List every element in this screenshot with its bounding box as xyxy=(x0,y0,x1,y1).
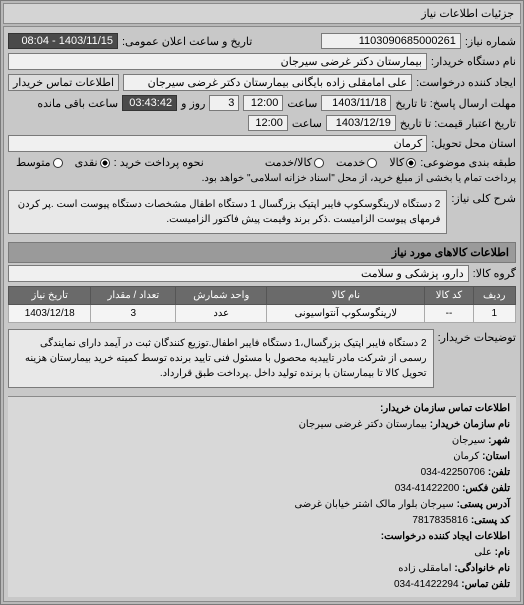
td-1: -- xyxy=(425,305,473,323)
c-cphone-label: تلفن تماس: xyxy=(461,579,510,590)
creator-section-title: اطلاعات ایجاد کننده درخواست: xyxy=(381,531,510,542)
contact-block: اطلاعات تماس سازمان خریدار: نام سازمان خ… xyxy=(8,396,516,597)
c-addr-label: آدرس پستی: xyxy=(457,499,510,510)
pub-date-field: 1403/11/15 - 08:04 xyxy=(8,33,118,49)
buyer-label: نام دستگاه خریدار: xyxy=(431,55,516,68)
header-bar: جزئیات اطلاعات نیاز xyxy=(3,3,521,24)
main-panel: شماره نیاز: 1103090685000261 تاریخ و ساع… xyxy=(3,26,521,602)
c-city-label: شهر: xyxy=(488,435,510,446)
creator-field: علی امامقلی زاده بایگانی بیمارستان دکتر … xyxy=(123,74,412,91)
notes-label: توضیحات خریدار: xyxy=(438,327,516,344)
goods-group-field: دارو، پزشکی و سلامت xyxy=(8,265,469,282)
contact-info-button[interactable]: اطلاعات تماس خریدار xyxy=(8,74,119,91)
th-3: واحد شمارش xyxy=(176,287,267,305)
c-fax: 41422200-034 xyxy=(395,483,460,494)
pay-note: پرداخت تمام یا بخشی از مبلغ خرید، از محل… xyxy=(202,173,516,184)
c-phone: 42250706-034 xyxy=(421,467,486,478)
remaining-time-field: 03:43:42 xyxy=(122,95,177,111)
c-name: علی xyxy=(474,547,492,558)
notes-box: 2 دستگاه فایبر اپتیک بزرگسال،1 دستگاه فا… xyxy=(8,329,434,388)
desc-box: 2 دستگاه لارینگوسکوپ فایبر اپتیک بزرگسال… xyxy=(8,190,447,234)
days-label: روز و xyxy=(181,97,205,110)
c-addr: سیرجان بلوار مالک اشتر خیابان غرضی xyxy=(294,499,453,510)
table-header-row: ردیف کد کالا نام کالا واحد شمارش تعداد /… xyxy=(9,287,516,305)
req-no-label: شماره نیاز: xyxy=(465,35,516,48)
creator-label: ایجاد کننده درخواست: xyxy=(416,76,516,89)
td-4: 3 xyxy=(91,305,176,323)
th-0: ردیف xyxy=(473,287,515,305)
deadline-time-field: 12:00 xyxy=(243,95,283,111)
deadline-send-label: مهلت ارسال پاسخ: تا تاریخ xyxy=(395,97,516,110)
delivery-place-label: استان محل تحویل: xyxy=(431,137,516,150)
pay-radio-cash[interactable]: نقدی xyxy=(75,156,110,169)
c-family: امامقلی زاده xyxy=(398,563,451,574)
group-label: طبقه بندی موضوعی: xyxy=(420,156,516,169)
group-radio-kala[interactable]: کالا xyxy=(389,156,416,169)
th-4: تعداد / مقدار xyxy=(91,287,176,305)
contact-section-title: اطلاعات تماس سازمان خریدار: xyxy=(380,403,510,414)
td-5: 1403/12/18 xyxy=(9,305,91,323)
c-zip-label: کد پستی: xyxy=(471,515,510,526)
th-1: کد کالا xyxy=(425,287,473,305)
table-row: 1 -- لارینگوسکوپ آنتواسیونی عدد 3 1403/1… xyxy=(9,305,516,323)
validity-label: تاریخ اعتبار قیمت: تا تاریخ xyxy=(400,117,516,130)
validity-time-field: 12:00 xyxy=(248,115,288,131)
c-org-label: نام سازمان خریدار: xyxy=(430,419,510,430)
validity-date-field: 1403/12/19 xyxy=(326,115,396,131)
pay-radio-mid[interactable]: متوسط xyxy=(16,156,63,169)
form-container: جزئیات اطلاعات نیاز شماره نیاز: 11030906… xyxy=(0,0,524,605)
c-org: بیمارستان دکتر غرضی سیرجان xyxy=(299,419,427,430)
delivery-place-field: کرمان xyxy=(8,135,427,152)
goods-group-label: گروه کالا: xyxy=(473,267,516,280)
c-province: کرمان xyxy=(453,451,479,462)
c-province-label: استان: xyxy=(482,451,510,462)
c-cphone: 41422294-034 xyxy=(394,579,459,590)
c-fax-label: تلفن فکس: xyxy=(462,483,510,494)
td-0: 1 xyxy=(473,305,515,323)
desc-label: شرح کلی نیاز: xyxy=(451,188,516,205)
pub-date-label: تاریخ و ساعت اعلان عمومی: xyxy=(122,35,252,48)
th-5: تاریخ نیاز xyxy=(9,287,91,305)
req-no-field: 1103090685000261 xyxy=(321,33,461,49)
c-family-label: نام خانوادگی: xyxy=(454,563,510,574)
time-label-1: ساعت xyxy=(287,97,317,110)
deadline-date-field: 1403/11/18 xyxy=(321,95,391,111)
c-phone-label: تلفن: xyxy=(488,467,510,478)
rem-label: ساعت باقی مانده xyxy=(37,97,118,110)
td-2: لارینگوسکوپ آنتواسیونی xyxy=(267,305,425,323)
c-city: سیرجان xyxy=(452,435,486,446)
th-2: نام کالا xyxy=(267,287,425,305)
days-field: 3 xyxy=(209,95,239,111)
goods-table: ردیف کد کالا نام کالا واحد شمارش تعداد /… xyxy=(8,286,516,323)
pay-label: نحوه پرداخت خرید : xyxy=(114,156,204,169)
td-3: عدد xyxy=(176,305,267,323)
c-zip: 7817835816 xyxy=(412,515,468,526)
goods-section-title: اطلاعات کالاهای مورد نیاز xyxy=(8,242,516,263)
time-label-2: ساعت xyxy=(292,117,322,130)
header-title: جزئیات اطلاعات نیاز xyxy=(421,8,514,20)
c-name-label: نام: xyxy=(495,547,510,558)
group-radio-khedmat[interactable]: خدمت xyxy=(336,156,377,169)
group-radio-both[interactable]: کالا/خدمت xyxy=(265,156,324,169)
buyer-field: بیمارستان دکتر غرضی سیرجان xyxy=(8,53,427,70)
